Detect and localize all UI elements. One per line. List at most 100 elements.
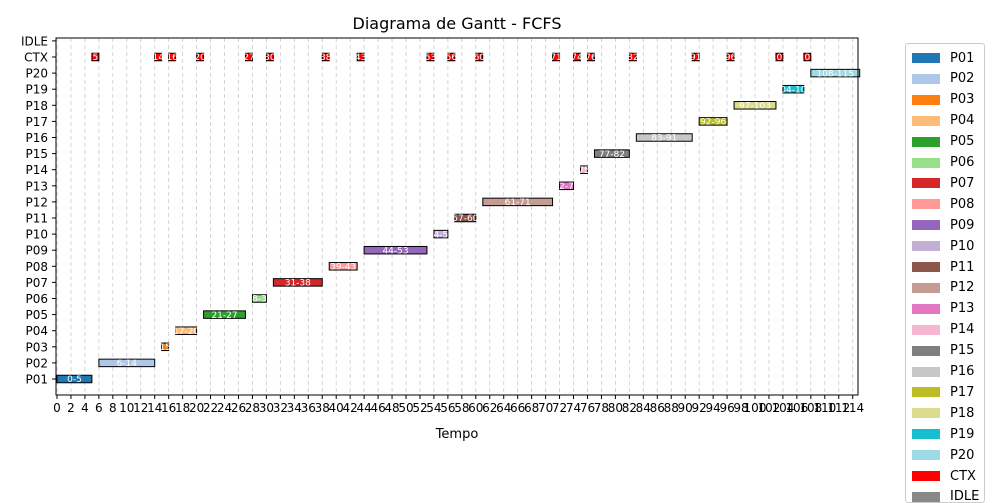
x-tick-label: 22	[203, 401, 218, 415]
process-bar-p01	[56, 374, 93, 384]
legend-item: P18	[912, 405, 974, 421]
legend-item: P14	[912, 322, 974, 338]
legend-item: P19	[912, 426, 974, 442]
ctx-bar	[447, 52, 456, 62]
legend-item: P05	[912, 134, 974, 150]
process-bar-p15	[593, 149, 630, 158]
x-tick-label: 10	[119, 401, 134, 415]
bar-label: 30	[264, 53, 276, 63]
bar-label: 5	[93, 53, 99, 63]
x-tick-label: 114	[841, 401, 864, 415]
x-tick-label: 8	[109, 401, 117, 415]
x-tick-label: 90	[678, 401, 693, 415]
x-tick-label: 58	[454, 401, 469, 415]
legend-item: P10	[912, 238, 974, 254]
legend-item: P07	[912, 175, 974, 191]
bar-label: 82	[627, 53, 638, 63]
process-bar-p08	[328, 262, 358, 271]
x-tick-label: 26	[231, 401, 246, 415]
bar-label: 14	[152, 53, 164, 63]
bar-label: 54-55	[428, 230, 454, 240]
process-bar-p18	[733, 101, 777, 110]
x-tick-label: 32	[273, 401, 288, 415]
legend-label: P05	[950, 134, 975, 150]
bar-label: 75	[578, 166, 589, 176]
legend-swatch	[912, 491, 940, 502]
x-tick-label: 78	[594, 401, 609, 415]
x-tick-label: 14	[147, 401, 162, 415]
legend: P01 P02 P03 P04 P05 P06 P07 P08 P09 P10 P11 P12 P13 P…	[905, 43, 985, 503]
x-tick-label: 66	[510, 401, 525, 415]
y-tick-label: P10	[25, 228, 48, 242]
process-bar-p06	[251, 294, 267, 303]
bar-label: 38	[320, 53, 332, 63]
x-tick-label: 24	[217, 401, 232, 415]
x-tick-label: 94	[705, 401, 720, 415]
y-tick-label: P06	[25, 292, 48, 306]
process-bar-p11	[454, 213, 477, 223]
plot-frame	[55, 37, 859, 396]
bar-label: 6-14	[117, 359, 138, 369]
legend-swatch	[912, 408, 940, 419]
process-bar-p19	[782, 84, 805, 94]
y-tick-label: IDLE	[21, 34, 48, 48]
x-tick-label: 84	[636, 401, 651, 415]
bar-label: 53	[425, 53, 436, 63]
x-tick-label: 36	[301, 401, 316, 415]
legend-swatch	[912, 324, 940, 335]
bar-label: 15	[159, 343, 170, 353]
legend-label: P14	[950, 322, 975, 338]
bar-label: 0-5	[67, 375, 82, 385]
x-tick-label: 52	[412, 401, 427, 415]
y-tick-label: P01	[25, 373, 48, 387]
legend-swatch	[912, 136, 940, 147]
x-tick-label: 12	[133, 401, 148, 415]
bar-label: 71	[550, 53, 561, 63]
y-tick-label: P13	[25, 179, 48, 193]
x-tick-label: 74	[566, 401, 581, 415]
legend-swatch	[912, 73, 940, 84]
bar-label: 77-82	[599, 150, 625, 160]
legend-label: P15	[950, 343, 975, 359]
y-tick-label: P05	[25, 308, 48, 322]
x-tick-label: 72	[552, 401, 567, 415]
x-tick-label: 6	[95, 401, 103, 415]
legend-label: IDLE	[950, 489, 980, 503]
bar-label: 57-60	[452, 214, 478, 224]
ctx-bar	[475, 52, 484, 62]
legend-swatch	[912, 282, 940, 293]
legend-swatch	[912, 241, 940, 252]
ctx-bar	[265, 52, 274, 62]
y-tick-label: P12	[25, 195, 48, 209]
process-bar-p09	[363, 245, 428, 255]
bar-label: 28-30	[246, 295, 272, 305]
x-tick-label: 46	[370, 401, 385, 415]
x-tick-label: 64	[496, 401, 511, 415]
y-tick-label: P04	[25, 324, 48, 338]
x-tick-label: 54	[426, 401, 441, 415]
x-tick-label: 102	[758, 401, 781, 415]
ctx-bar	[628, 52, 637, 62]
legend-label: P03	[950, 92, 975, 108]
legend-swatch	[912, 199, 940, 210]
legend-item: P02	[912, 71, 974, 87]
process-bar-p20	[810, 68, 861, 78]
legend-swatch	[912, 178, 940, 189]
legend-item: P03	[912, 92, 974, 108]
bar-label: 74	[571, 53, 583, 63]
legend-item: P06	[912, 155, 974, 171]
x-tick-label: 0	[53, 401, 61, 415]
ctx-bar	[321, 52, 330, 62]
y-tick-label: P17	[25, 115, 48, 129]
process-bar-p17	[698, 117, 728, 126]
legend-swatch	[912, 94, 940, 105]
legend-swatch	[912, 366, 940, 377]
x-tick-label: 98	[733, 401, 748, 415]
ctx-bar	[196, 52, 205, 62]
x-tick-label: 34	[287, 401, 302, 415]
bar-label: 20	[194, 53, 206, 63]
ctx-bar	[691, 52, 700, 62]
x-tick-label: 62	[482, 401, 497, 415]
process-bar-p03	[161, 342, 170, 352]
